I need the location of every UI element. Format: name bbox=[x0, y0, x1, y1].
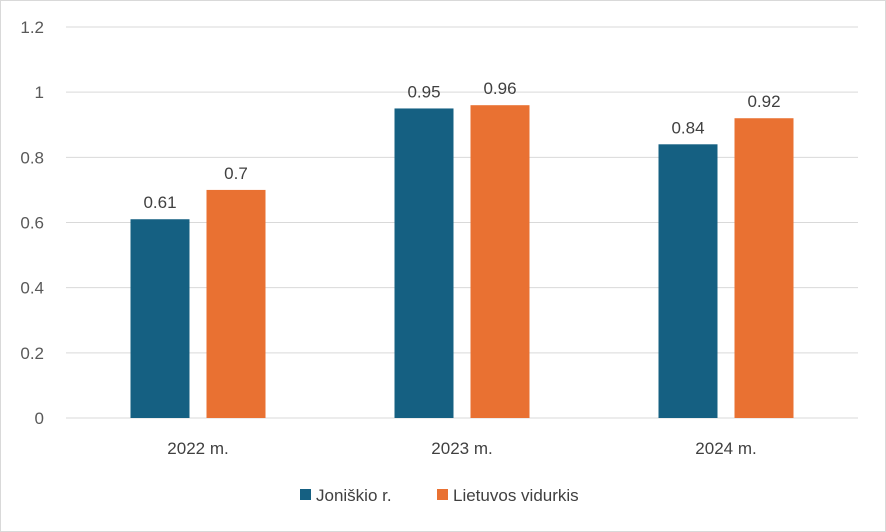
data-label: 0.95 bbox=[407, 82, 440, 101]
y-tick-label: 0.6 bbox=[20, 214, 44, 233]
y-tick-label: 0 bbox=[35, 409, 44, 428]
y-tick-label: 0.2 bbox=[20, 344, 44, 363]
legend-swatch bbox=[300, 489, 311, 500]
x-tick-label: 2023 m. bbox=[431, 439, 492, 458]
y-tick-label: 0.8 bbox=[20, 148, 44, 167]
y-axis-ticks: 0 0.2 0.4 0.6 0.8 1 1.2 bbox=[20, 18, 44, 428]
x-tick-label: 2024 m. bbox=[695, 439, 756, 458]
x-axis-ticks: 2022 m. 2023 m. 2024 m. bbox=[167, 439, 756, 458]
bar bbox=[206, 189, 266, 418]
data-label: 0.61 bbox=[143, 193, 176, 212]
bar bbox=[734, 118, 794, 418]
data-label: 0.96 bbox=[483, 79, 516, 98]
x-tick-label: 2022 m. bbox=[167, 439, 228, 458]
bar bbox=[470, 105, 530, 418]
y-tick-label: 1 bbox=[35, 83, 44, 102]
bar bbox=[394, 108, 454, 418]
data-label: 0.92 bbox=[747, 92, 780, 111]
legend: Joniškio r. Lietuvos vidurkis bbox=[300, 486, 579, 505]
gridlines bbox=[66, 26, 858, 419]
legend-swatch bbox=[437, 489, 448, 500]
data-label: 0.84 bbox=[671, 118, 704, 137]
data-labels: 0.61 0.7 0.95 0.96 0.84 0.92 bbox=[143, 79, 780, 212]
y-tick-label: 1.2 bbox=[20, 18, 44, 37]
data-label: 0.7 bbox=[224, 164, 248, 183]
bars bbox=[130, 105, 794, 419]
legend-label: Lietuvos vidurkis bbox=[453, 486, 579, 505]
legend-label: Joniškio r. bbox=[316, 486, 392, 505]
y-tick-label: 0.4 bbox=[20, 279, 44, 298]
bar bbox=[130, 219, 190, 418]
bar bbox=[658, 144, 718, 419]
